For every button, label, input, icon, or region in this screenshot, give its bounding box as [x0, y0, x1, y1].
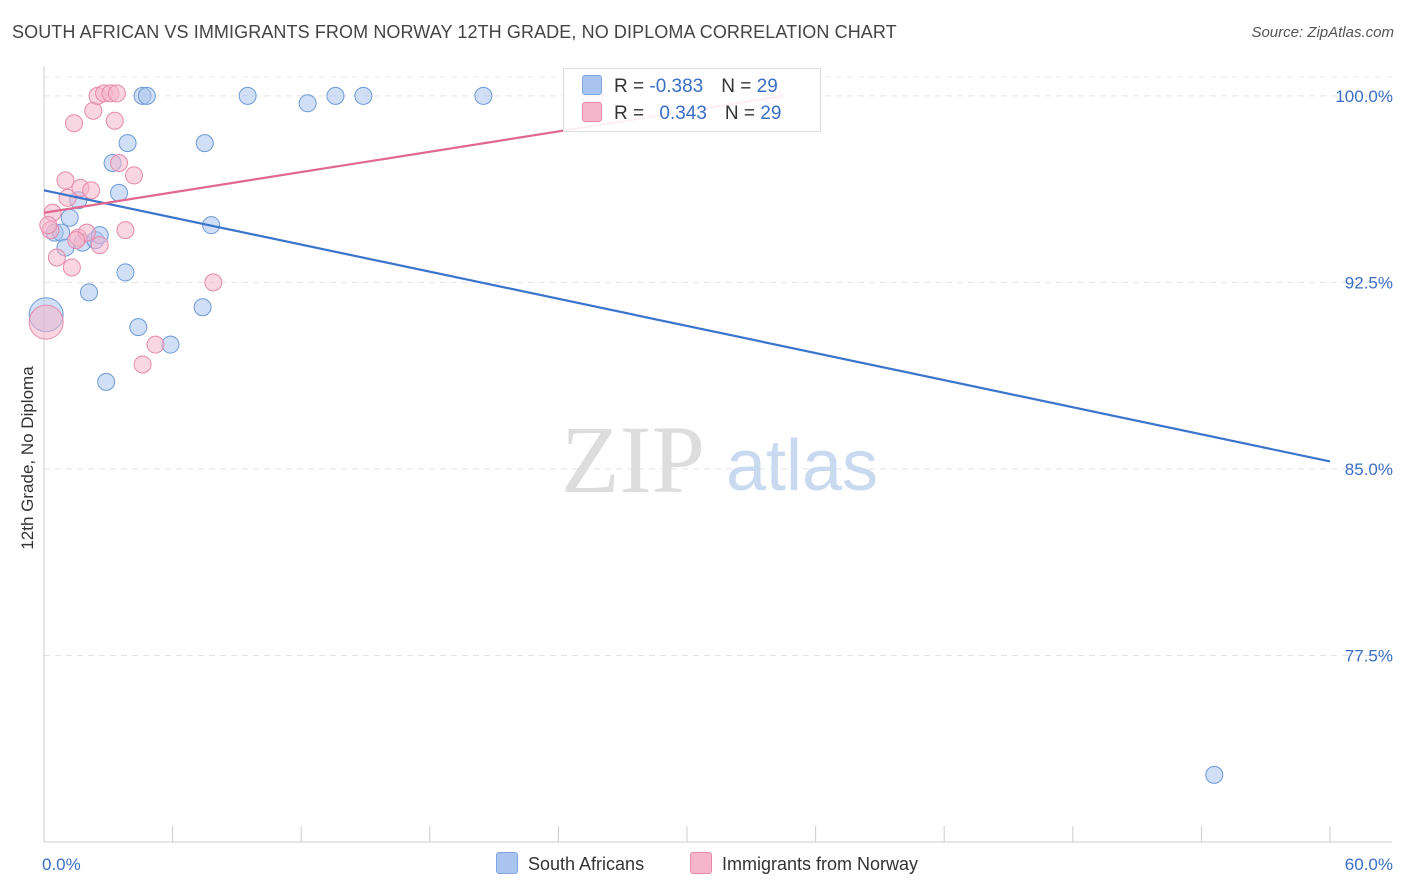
legend-n-value-2: 29 — [760, 103, 782, 124]
norway-point-3 — [47, 248, 66, 267]
south-africans-point-7 — [80, 283, 99, 302]
norway-point-4 — [56, 171, 75, 190]
south-africans-point-14 — [118, 134, 137, 153]
south-africans-point-17 — [137, 86, 156, 105]
series-legend: South Africans Immigrants from Norway — [0, 852, 1406, 878]
legend-r-label-2: R = — [614, 103, 650, 124]
watermark: ZIP atlas — [561, 406, 878, 513]
y-tick-label-3: 77.5% — [1345, 646, 1393, 665]
norway-point-28 — [67, 231, 86, 250]
norway-point-24 — [204, 273, 223, 292]
axes — [43, 66, 1392, 843]
x-tick-label-right: 60.0% — [1345, 855, 1393, 874]
norway-point-14 — [90, 236, 109, 255]
south-africans-point-28 — [1205, 765, 1224, 784]
south-africans-point-24 — [326, 86, 345, 105]
series-swatch-pink — [690, 852, 712, 874]
south-africans-point-12 — [110, 183, 129, 202]
y-tick-label-1: 92.5% — [1345, 273, 1393, 292]
norway-point-19 — [110, 154, 129, 172]
south-africans-point-10 — [97, 372, 116, 391]
norway-point-11 — [82, 181, 101, 200]
south-africans-point-19 — [193, 298, 212, 317]
legend-r-value-2: 0.343 — [659, 103, 707, 124]
watermark-zip: ZIP — [561, 406, 705, 513]
norway-point-23 — [146, 335, 165, 354]
series-swatch-blue — [496, 852, 518, 874]
legend-r-label-1: R = — [614, 76, 650, 97]
norway-point-12 — [84, 101, 103, 120]
watermark-atlas: atlas — [726, 426, 878, 506]
x-tick-labels: 0.0% 60.0% — [42, 855, 1393, 874]
norway-point-18 — [107, 84, 126, 103]
norway-point-0 — [28, 304, 64, 340]
south-africans-point-20 — [195, 134, 214, 153]
legend-swatch-pink — [582, 102, 602, 122]
x-tick-label-left: 0.0% — [42, 855, 81, 874]
norway-point-21 — [125, 166, 144, 185]
legend-row-south-africans: R = -0.383 N = 29 — [582, 75, 778, 99]
y-tick-labels: 100.0% 92.5% 85.0% 77.5% — [1335, 87, 1393, 666]
norway-point-27 — [39, 216, 58, 235]
y-tick-label-2: 85.0% — [1345, 460, 1393, 479]
south-africans-trend-line — [43, 189, 1331, 463]
correlation-legend: R = -0.383 N = 29 R = 0.343 N = 29 — [563, 68, 821, 132]
south-africans-point-26 — [474, 86, 493, 105]
south-africans-point-15 — [129, 318, 148, 337]
y-tick-label-0: 100.0% — [1335, 87, 1393, 106]
series-legend-south-africans[interactable]: South Africans — [496, 852, 644, 876]
south-africans-point-23 — [298, 94, 317, 113]
legend-r-value-1: -0.383 — [649, 76, 704, 97]
legend-n-value-1: 29 — [756, 76, 778, 97]
series-label-2: Immigrants from Norway — [722, 854, 919, 874]
south-africans-point-18 — [161, 335, 180, 354]
norway-point-22 — [133, 355, 152, 374]
legend-n-label-1: N = — [721, 76, 757, 97]
norway-point-7 — [65, 114, 84, 133]
south-africans-point-4 — [60, 208, 79, 227]
legend-swatch-blue — [582, 75, 602, 95]
norway-point-6 — [62, 258, 81, 277]
chart-title: SOUTH AFRICAN VS IMMIGRANTS FROM NORWAY … — [12, 22, 897, 42]
legend-row-norway: R = 0.343 N = 29 — [582, 102, 781, 126]
source-label: Source: ZipAtlas.com — [1251, 24, 1394, 41]
series-legend-norway[interactable]: Immigrants from Norway — [690, 852, 918, 876]
norway-point-17 — [105, 111, 124, 130]
south-africans-point-13 — [116, 263, 135, 282]
series-label-1: South Africans — [528, 854, 645, 874]
grid-lines — [44, 76, 1392, 656]
legend-n-label-2: N = — [724, 103, 761, 124]
south-africans-point-22 — [238, 86, 257, 105]
y-axis-label: 12th Grade, No Diploma — [18, 366, 37, 550]
south-africans-point-25 — [354, 86, 373, 105]
norway-point-20 — [116, 221, 135, 240]
